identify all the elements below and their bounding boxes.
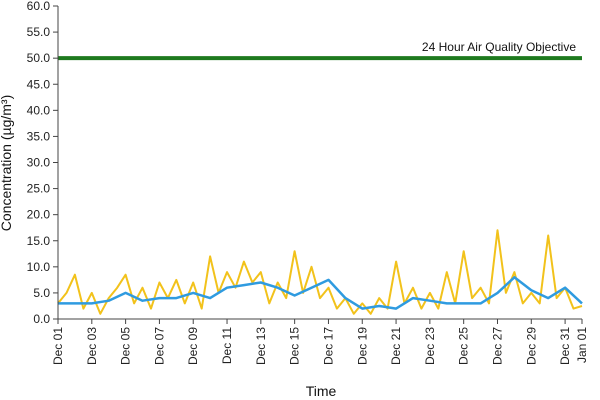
- y-tick-label: 40.0: [27, 103, 51, 117]
- x-tick-label: Dec 09: [186, 327, 200, 365]
- y-axis-title: Concentration (µg/m³): [0, 95, 14, 231]
- y-tick-label: 55.0: [27, 25, 51, 39]
- y-tick-label: 45.0: [27, 77, 51, 91]
- y-tick-label: 50.0: [27, 51, 51, 65]
- y-tick-label: 25.0: [27, 182, 51, 196]
- y-tick-label: 15.0: [27, 234, 51, 248]
- x-axis-title: Time: [306, 383, 337, 399]
- y-tick-label: 10.0: [27, 260, 51, 274]
- x-tick-label: Dec 17: [322, 327, 336, 365]
- x-tick-label: Dec 01: [51, 327, 65, 365]
- y-tick-label: 60.0: [27, 0, 51, 13]
- y-tick-label: 20.0: [27, 208, 51, 222]
- x-tick-label: Dec 29: [524, 327, 538, 365]
- x-tick-label: Dec 25: [457, 327, 471, 365]
- x-tick-label: Dec 31: [558, 327, 572, 365]
- rolling-mean-series-line: [58, 276, 583, 310]
- x-tick-label: Dec 21: [389, 327, 403, 365]
- x-tick-label: Dec 13: [254, 327, 268, 365]
- x-tick-label: Dec 19: [355, 327, 369, 365]
- y-tick-label: 30.0: [27, 156, 51, 170]
- x-tick-label: Jan 01: [575, 327, 589, 363]
- x-tick-label: Dec 05: [119, 327, 133, 365]
- x-tick-label: Dec 23: [423, 327, 437, 365]
- reference-line-label: 24 Hour Air Quality Objective: [422, 40, 576, 54]
- x-tick-label: Dec 11: [220, 327, 234, 364]
- y-tick-label: 0.0: [33, 312, 50, 326]
- hourly-series-line: [57, 229, 583, 315]
- x-tick-label: Dec 03: [85, 327, 99, 365]
- x-tick-label: Dec 27: [491, 327, 505, 365]
- x-tick-label: Dec 07: [152, 327, 166, 365]
- x-tick-label: Dec 15: [288, 327, 302, 365]
- y-tick-label: 5.0: [33, 286, 50, 300]
- y-tick-label: 35.0: [27, 129, 51, 143]
